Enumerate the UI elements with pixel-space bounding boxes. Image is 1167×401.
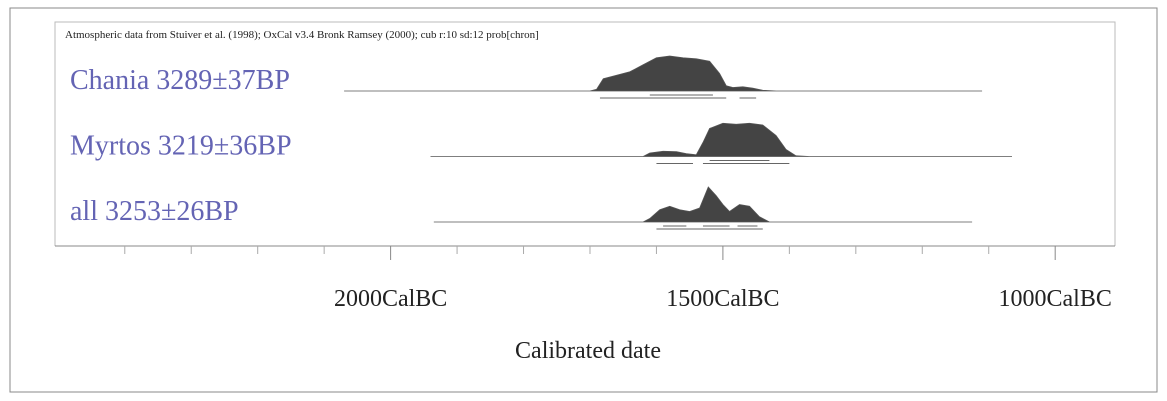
outer-frame: [9, 7, 1158, 393]
chart-title: Atmospheric data from Stuiver et al. (19…: [65, 29, 539, 41]
distribution: [344, 55, 983, 92]
series-label: Myrtos 3219±36BP: [70, 131, 292, 162]
x-tick-label: 2000CalBC: [334, 286, 447, 312]
x-tick-label: 1500CalBC: [666, 286, 779, 312]
plot-frame: [54, 21, 1116, 246]
distribution: [433, 186, 973, 223]
series-label: all 3253±26BP: [70, 196, 239, 227]
x-tick-label: 1000CalBC: [999, 286, 1112, 312]
series-label: Chania 3289±37BP: [70, 65, 290, 96]
distribution: [430, 122, 1012, 157]
x-axis-label: Calibrated date: [515, 338, 661, 364]
